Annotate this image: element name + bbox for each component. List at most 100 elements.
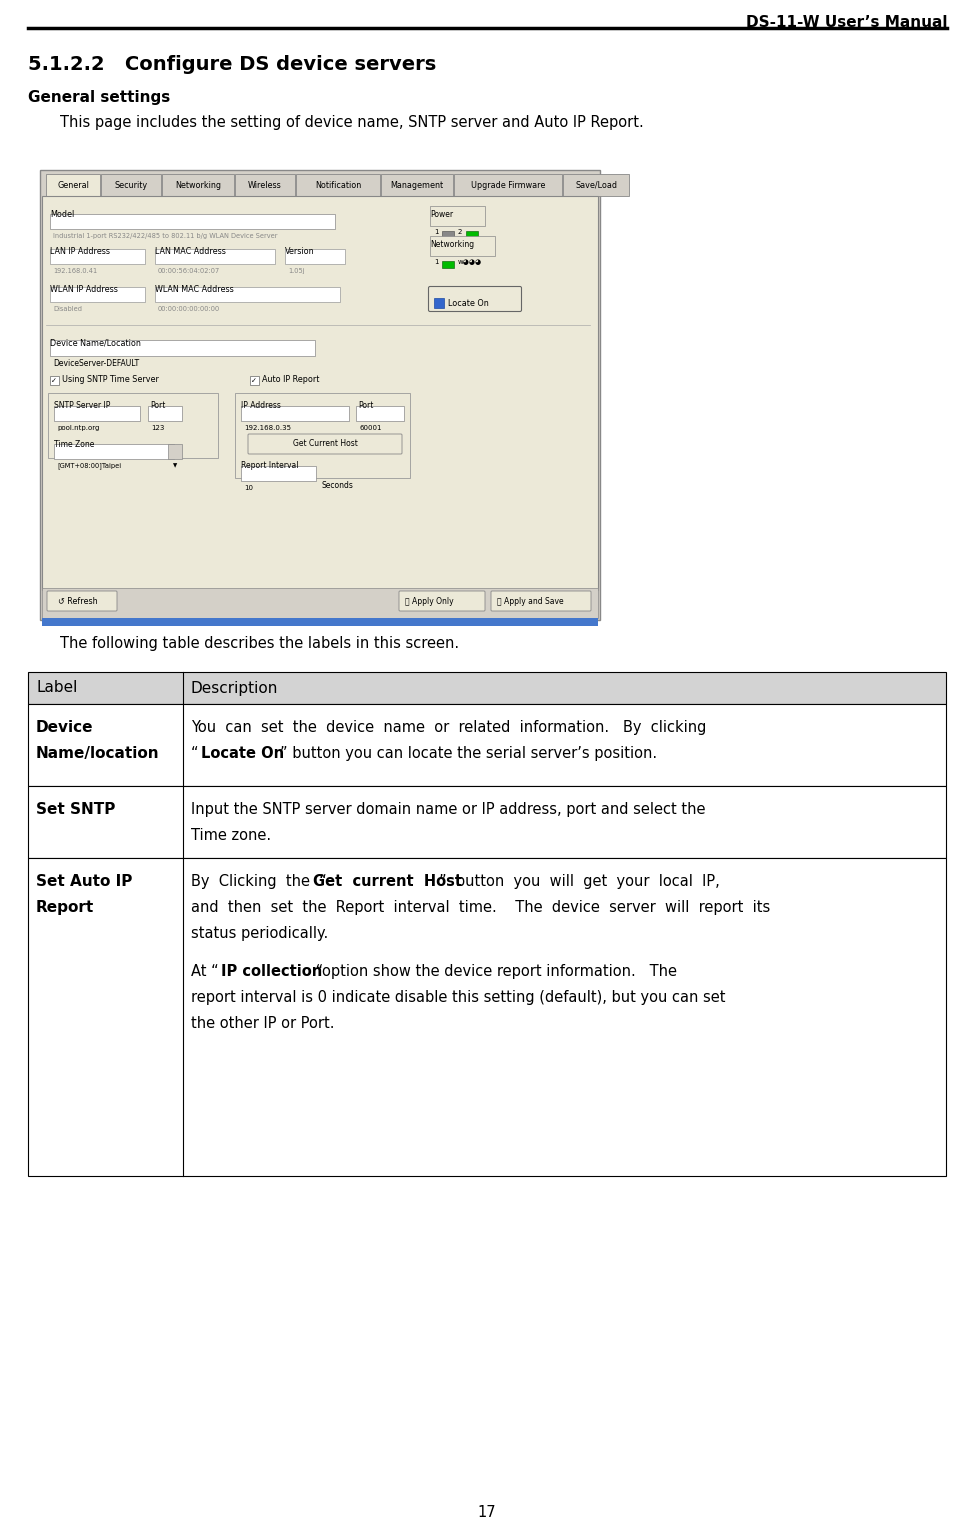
Text: 1: 1 (434, 229, 439, 235)
Text: Device Name/Location: Device Name/Location (50, 338, 140, 347)
Text: Port: Port (358, 401, 373, 410)
Bar (454, 174, 562, 196)
Text: status periodically.: status periodically. (191, 927, 329, 940)
Text: At “: At “ (191, 963, 218, 979)
Bar (250, 376, 259, 385)
Text: 00:00:00:00:00:00: 00:00:00:00:00:00 (158, 306, 220, 312)
Text: Time zone.: Time zone. (191, 829, 271, 842)
Text: 1.05j: 1.05j (288, 268, 304, 274)
Text: Wireless: Wireless (248, 180, 282, 190)
Text: Using SNTP Time Server: Using SNTP Time Server (62, 376, 159, 384)
Bar (148, 407, 182, 420)
Text: ✓: ✓ (51, 378, 57, 384)
Bar (155, 287, 340, 303)
Text: Description: Description (191, 680, 279, 696)
Text: 60001: 60001 (359, 425, 381, 431)
Bar (296, 174, 380, 196)
Text: General settings: General settings (28, 90, 171, 106)
Text: IP Address: IP Address (241, 401, 281, 410)
Text: You  can  set  the  device  name  or  related  information.   By  clicking: You can set the device name or related i… (191, 720, 706, 735)
Bar (356, 407, 404, 420)
Text: Networking: Networking (175, 180, 221, 190)
Text: Networking: Networking (430, 240, 474, 249)
Text: pool.ntp.org: pool.ntp.org (57, 425, 99, 431)
Text: 💾 Apply Only: 💾 Apply Only (405, 596, 453, 605)
Bar (442, 231, 454, 239)
Text: WLAN IP Address: WLAN IP Address (50, 284, 118, 294)
Text: Get  current  Host: Get current Host (313, 875, 462, 888)
Text: Version: Version (285, 248, 315, 255)
FancyBboxPatch shape (428, 286, 522, 312)
Text: 1: 1 (434, 258, 439, 265)
Bar (381, 174, 453, 196)
Text: Set SNTP: Set SNTP (36, 803, 115, 816)
Text: 💾 Apply and Save: 💾 Apply and Save (497, 596, 564, 605)
Text: ” button you can locate the serial server’s position.: ” button you can locate the serial serve… (280, 746, 657, 761)
Text: Port: Port (150, 401, 166, 410)
Bar (54, 407, 140, 420)
Bar (434, 298, 444, 307)
Bar (48, 393, 218, 459)
Bar (235, 393, 410, 479)
Bar (466, 231, 478, 239)
Text: WLAN MAC Address: WLAN MAC Address (155, 284, 234, 294)
Text: Power: Power (430, 209, 453, 219)
Text: Model: Model (50, 209, 74, 219)
Bar (50, 249, 145, 265)
Text: ”  button  you  will  get  your  local  IP,: ” button you will get your local IP, (439, 875, 720, 888)
Bar (563, 174, 629, 196)
FancyBboxPatch shape (491, 592, 591, 612)
Text: SNTP Server IP: SNTP Server IP (54, 401, 110, 410)
Bar (101, 174, 161, 196)
Text: Name/location: Name/location (36, 746, 160, 761)
Text: ▼: ▼ (173, 463, 177, 468)
Text: Seconds: Seconds (322, 482, 354, 489)
Text: Locate On: Locate On (448, 298, 488, 307)
Text: 17: 17 (478, 1505, 496, 1520)
Bar (40, 170, 600, 619)
Text: Report Interval: Report Interval (241, 462, 298, 469)
Text: Get Current Host: Get Current Host (292, 439, 358, 448)
Bar (235, 174, 295, 196)
Bar (50, 339, 315, 356)
Bar (50, 214, 335, 229)
Text: 10: 10 (244, 485, 253, 491)
Bar (42, 196, 598, 590)
Text: By  Clicking  the  “: By Clicking the “ (191, 875, 327, 888)
Text: Industrial 1-port RS232/422/485 to 802.11 b/g WLAN Device Server: Industrial 1-port RS232/422/485 to 802.1… (53, 232, 278, 239)
FancyBboxPatch shape (248, 434, 402, 454)
Text: The following table describes the labels in this screen.: The following table describes the labels… (60, 636, 459, 651)
Bar (28, 786, 946, 858)
Text: “option show the device report information.   The: “option show the device report informati… (311, 963, 677, 979)
FancyBboxPatch shape (47, 592, 117, 612)
Text: LAN IP Address: LAN IP Address (50, 248, 110, 255)
Text: Input the SNTP server domain name or IP address, port and select the: Input the SNTP server domain name or IP … (191, 803, 706, 816)
Bar (241, 466, 316, 482)
Text: report interval is 0 indicate disable this setting (default), but you can set: report interval is 0 indicate disable th… (191, 989, 725, 1005)
Text: Disabled: Disabled (53, 306, 82, 312)
Bar (50, 287, 145, 303)
Text: Save/Load: Save/Load (575, 180, 617, 190)
Text: Report: Report (36, 901, 95, 914)
Text: LAN MAC Address: LAN MAC Address (155, 248, 226, 255)
Text: Upgrade Firmware: Upgrade Firmware (471, 180, 545, 190)
Text: Security: Security (114, 180, 147, 190)
Text: [GMT+08:00]Taipei: [GMT+08:00]Taipei (57, 463, 121, 469)
Text: and  then  set  the  Report  interval  time.    The  device  server  will  repor: and then set the Report interval time. T… (191, 901, 770, 914)
Text: IP collection: IP collection (221, 963, 323, 979)
Text: DeviceServer-DEFAULT: DeviceServer-DEFAULT (53, 359, 139, 368)
Bar (50, 376, 59, 385)
Bar (285, 249, 345, 265)
Bar (442, 261, 454, 268)
Text: Locate On: Locate On (201, 746, 284, 761)
Text: General: General (58, 180, 89, 190)
Bar (241, 407, 349, 420)
Text: 123: 123 (151, 425, 165, 431)
Text: “: “ (191, 746, 199, 761)
Text: w◕◕◕: w◕◕◕ (458, 258, 482, 265)
Bar (46, 174, 100, 196)
FancyBboxPatch shape (399, 592, 485, 612)
Text: ✓: ✓ (252, 378, 257, 384)
Bar (430, 235, 495, 255)
Text: DS-11-W User’s Manual: DS-11-W User’s Manual (747, 15, 948, 31)
